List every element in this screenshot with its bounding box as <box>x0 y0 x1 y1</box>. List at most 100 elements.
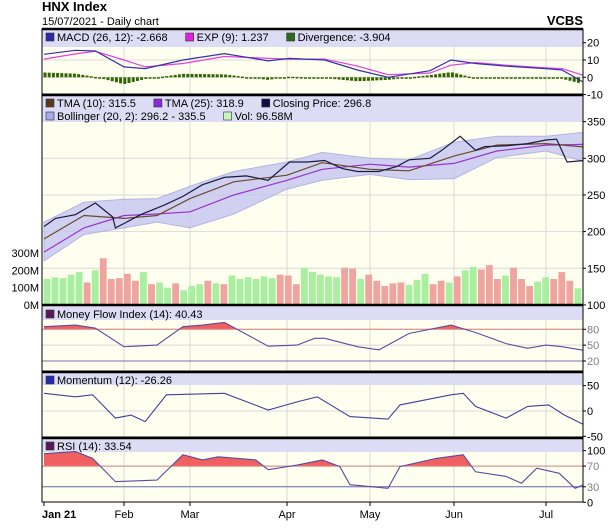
rsi-line <box>43 451 584 489</box>
divergence-bar <box>257 77 261 79</box>
volume-bar <box>148 284 155 305</box>
divergence-bar <box>551 77 555 79</box>
x-axis-month-label: Mar <box>181 509 200 521</box>
divergence-bar <box>203 74 207 78</box>
divergence-bar <box>77 74 81 78</box>
divergence-bar <box>555 77 559 79</box>
legend-swatch <box>45 98 55 108</box>
divergence-bar <box>93 76 97 79</box>
divergence-bar <box>480 77 484 79</box>
divergence-bar <box>106 77 110 81</box>
divergence-bar <box>425 75 429 78</box>
x-axis-month-label: Jul <box>539 509 553 521</box>
price-tick-label: 350 <box>587 117 605 129</box>
divergence-bar <box>211 74 215 78</box>
divergence-bar <box>513 77 517 79</box>
divergence-bar <box>287 76 291 79</box>
volume-bar <box>188 285 196 305</box>
divergence-bar <box>505 77 509 79</box>
divergence-bar <box>140 77 144 80</box>
price-tick-label: 250 <box>587 190 605 202</box>
volume-bar <box>477 269 485 305</box>
divergence-bar <box>442 73 446 78</box>
legend-swatch <box>45 111 55 121</box>
volume-bar <box>485 265 493 305</box>
legend-swatch <box>45 309 55 319</box>
tma25-line <box>43 143 584 253</box>
volume-bar <box>429 284 437 305</box>
divergence-bar <box>329 77 333 79</box>
divergence-bar <box>320 77 324 79</box>
volume-tick-label: 200M <box>11 265 39 277</box>
divergence-bar <box>274 77 278 79</box>
closing-price-line <box>43 135 584 229</box>
divergence-bar <box>295 76 299 79</box>
momentum-legend-band <box>42 372 583 385</box>
legend-swatch <box>45 375 55 385</box>
divergence-bar <box>232 75 236 78</box>
divergence-bar <box>249 77 253 79</box>
volume-bar <box>196 284 204 305</box>
volume-bar <box>67 274 75 305</box>
volume-bar <box>276 274 284 305</box>
divergence-bar <box>51 72 55 78</box>
divergence-bar <box>463 75 467 78</box>
volume-bar <box>99 258 107 305</box>
divergence-bar <box>450 72 454 78</box>
divergence-bar <box>169 75 173 78</box>
divergence-bar <box>345 77 349 81</box>
divergence-bar <box>291 76 295 79</box>
volume-bar <box>228 275 236 305</box>
volume-bar <box>349 268 357 305</box>
macd-line <box>43 49 584 83</box>
legend-swatch <box>261 98 271 108</box>
momentum-tick-label: -50 <box>587 431 603 443</box>
divergence-bar <box>81 74 85 78</box>
divergence-bar <box>152 77 156 79</box>
volume-bar <box>131 280 139 305</box>
legend-swatch <box>286 32 295 42</box>
volume-bar <box>260 276 268 305</box>
divergence-bar <box>43 72 47 78</box>
volume-bar <box>83 282 91 305</box>
volume-bar <box>212 283 220 305</box>
divergence-bar <box>144 77 148 79</box>
divergence-bar <box>362 77 366 81</box>
divergence-bar <box>182 73 186 78</box>
volume-tick-label: 0M <box>24 300 39 312</box>
volume-bar <box>373 280 381 305</box>
divergence-bar <box>173 74 177 78</box>
rsi-tick-label: 100 <box>587 446 605 458</box>
divergence-bar <box>123 77 127 85</box>
price-tick-label: 300 <box>587 153 605 165</box>
price-tick-label: 100 <box>587 300 605 312</box>
divergence-bar <box>501 77 505 79</box>
volume-bar <box>140 272 147 305</box>
divergence-bar <box>476 77 480 79</box>
volume-bar <box>172 283 180 305</box>
volume-bar <box>389 283 397 305</box>
divergence-bar <box>379 77 383 81</box>
volume-bar <box>115 278 123 305</box>
rsi-tick-label: 30 <box>587 482 599 494</box>
divergence-bar <box>236 76 240 78</box>
volume-bar <box>204 280 212 305</box>
divergence-bar <box>337 77 341 80</box>
divergence-bar <box>324 77 328 79</box>
divergence-bar <box>522 77 526 79</box>
rsi-tick-label: 0 <box>587 497 593 509</box>
volume-bar <box>469 266 477 305</box>
divergence-bar <box>371 77 375 81</box>
divergence-bar <box>224 74 228 78</box>
volume-tick-label: 100M <box>11 283 39 295</box>
momentum-tick-label: 50 <box>587 381 599 393</box>
volume-bar <box>461 270 469 305</box>
divergence-bar <box>89 76 93 78</box>
divergence-bar <box>576 77 580 83</box>
momentum-line <box>43 392 584 425</box>
divergence-bar <box>240 76 244 79</box>
divergence-bar <box>350 77 354 81</box>
price-legend-band <box>42 95 583 122</box>
divergence-bar <box>484 77 488 79</box>
